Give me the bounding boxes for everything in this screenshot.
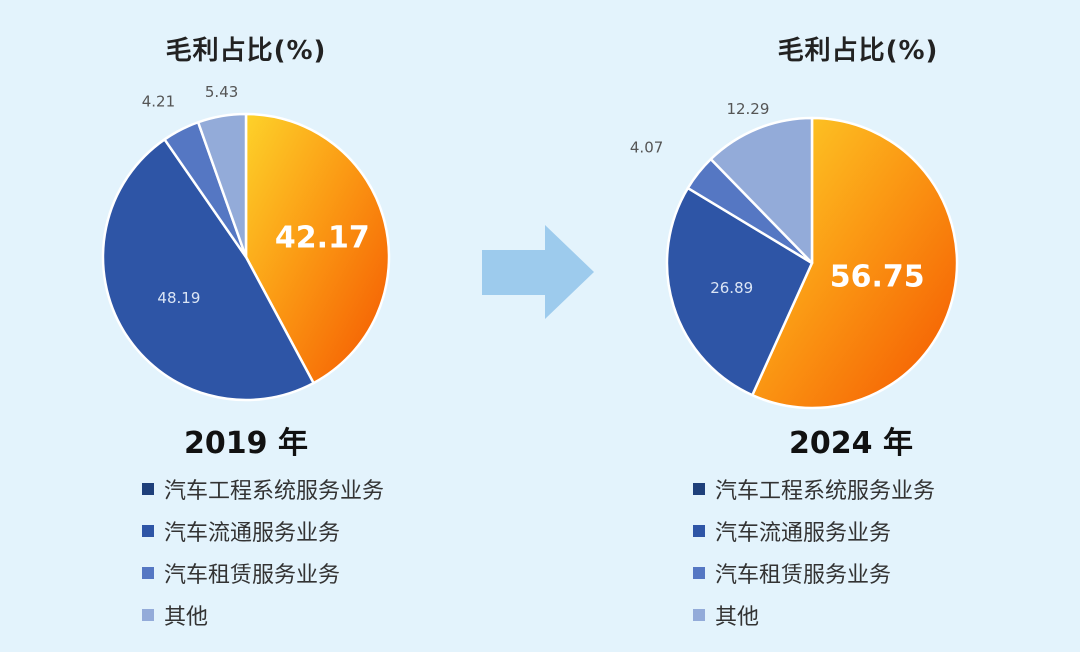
pie-chart-2019: 42.17 48.19 4.21 5.43 bbox=[101, 83, 391, 402]
legend-swatch bbox=[142, 525, 154, 537]
legend-item: 汽车工程系统服务业务 bbox=[693, 468, 935, 510]
slice-value-label: 48.19 bbox=[157, 289, 200, 307]
legend-swatch bbox=[693, 609, 705, 621]
pie-slice bbox=[244, 112, 391, 385]
year-label: 2024 年 bbox=[789, 426, 913, 461]
legend-item: 其他 bbox=[693, 594, 935, 636]
legend-item: 汽车流通服务业务 bbox=[693, 510, 935, 552]
legend-swatch bbox=[693, 525, 705, 537]
legend-label: 汽车工程系统服务业务 bbox=[164, 479, 385, 504]
legend-item: 其他 bbox=[142, 594, 384, 636]
chart-title: 毛利占比(%) bbox=[777, 36, 939, 66]
pie-slice bbox=[665, 186, 814, 397]
slice-value-label: 26.89 bbox=[710, 279, 753, 297]
legend-swatch bbox=[142, 567, 154, 579]
legend-label: 汽车租赁服务业务 bbox=[164, 563, 341, 588]
year-label: 2019 年 bbox=[184, 426, 308, 461]
legend-item: 汽车租赁服务业务 bbox=[142, 552, 384, 594]
slice-value-label: 4.07 bbox=[630, 139, 663, 157]
slice-value-label: 42.17 bbox=[275, 220, 370, 255]
slice-value-label: 4.21 bbox=[142, 93, 175, 111]
legend-swatch bbox=[142, 609, 154, 621]
legend-swatch bbox=[693, 483, 705, 495]
legend-swatch bbox=[142, 483, 154, 495]
right-arrow-icon bbox=[482, 225, 594, 319]
legend-label: 汽车工程系统服务业务 bbox=[715, 479, 936, 504]
legend: 汽车工程系统服务业务 汽车流通服务业务 汽车租赁服务业务 其他 bbox=[142, 468, 384, 636]
pie-slice bbox=[101, 138, 315, 402]
legend: 汽车工程系统服务业务 汽车流通服务业务 汽车租赁服务业务 其他 bbox=[693, 468, 935, 636]
chart-panel-2024: 毛利占比(%) 56.75 26.89 4.07 12.29 2024 年 汽车工程系… bbox=[540, 0, 1080, 652]
legend-label: 汽车租赁服务业务 bbox=[715, 563, 892, 588]
chart-title: 毛利占比(%) bbox=[165, 36, 327, 66]
legend-swatch bbox=[693, 567, 705, 579]
pie-slice bbox=[751, 116, 959, 410]
legend-label: 汽车流通服务业务 bbox=[164, 521, 341, 546]
pie-slice bbox=[709, 116, 814, 265]
chart-panel-2019: 毛利占比(%) 42.17 48.19 4.21 5.43 2019 年 汽车工程系统… bbox=[101, 36, 391, 636]
pie-slice bbox=[196, 112, 248, 259]
slice-value-label: 5.43 bbox=[205, 83, 238, 101]
legend-label: 其他 bbox=[164, 605, 209, 630]
slice-value-label: 56.75 bbox=[830, 260, 925, 295]
legend-label: 其他 bbox=[715, 605, 760, 630]
pie-chart-2024: 56.75 26.89 4.07 12.29 bbox=[630, 100, 959, 410]
legend-item: 汽车工程系统服务业务 bbox=[142, 468, 384, 510]
legend-label: 汽车流通服务业务 bbox=[715, 521, 892, 546]
slice-value-label: 12.29 bbox=[726, 100, 769, 118]
legend-item: 汽车租赁服务业务 bbox=[693, 552, 935, 594]
legend-item: 汽车流通服务业务 bbox=[142, 510, 384, 552]
arrow-shape bbox=[482, 225, 594, 319]
